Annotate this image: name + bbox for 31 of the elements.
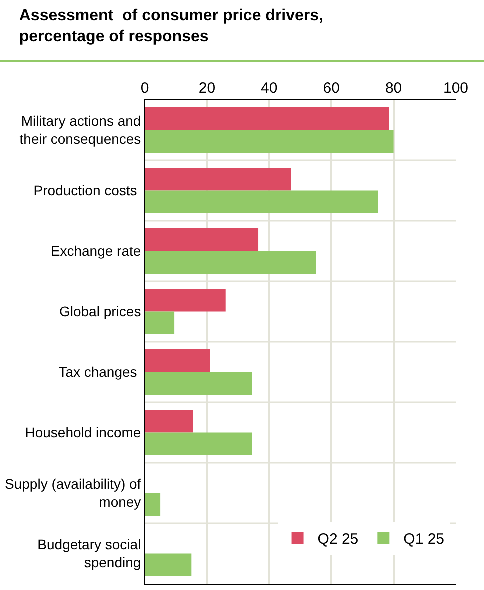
x-tick-label: 0 [140,80,150,97]
bar [145,493,161,516]
y-tick-label: Household income [25,424,142,441]
legend-label: Q2 25 [318,531,359,548]
x-tick-label: 20 [198,80,216,97]
bar [145,228,259,252]
y-tick-label: Tax changes [58,364,142,380]
bar [145,190,378,214]
bar [145,168,292,191]
x-tick-label: 100 [443,80,469,97]
bar [145,108,390,130]
y-tick-label: Supply (availability) of money [5,476,142,510]
x-tick-label: 40 [261,80,278,97]
x-tick-label: 80 [385,80,402,97]
x-tick-label: 60 [323,80,340,97]
y-tick-label: Production costs [34,182,142,199]
bar [145,554,192,576]
bar [145,410,194,433]
bar [145,289,226,312]
legend-label: Q1 25 [404,531,445,548]
bar [145,251,316,274]
y-tick-label: Budgetary social spending [38,536,142,571]
bar [145,350,210,372]
bar [145,432,252,456]
y-tick-label: Global prices [59,304,142,320]
chart-title: Assessment of consumer price drivers, percentage of responses [19,8,324,46]
y-tick-label: Military actions and their consequences [20,113,142,148]
bar [145,130,394,153]
y-tick-label: Exchange rate [50,243,142,260]
bar [145,312,175,334]
bar [145,372,252,395]
